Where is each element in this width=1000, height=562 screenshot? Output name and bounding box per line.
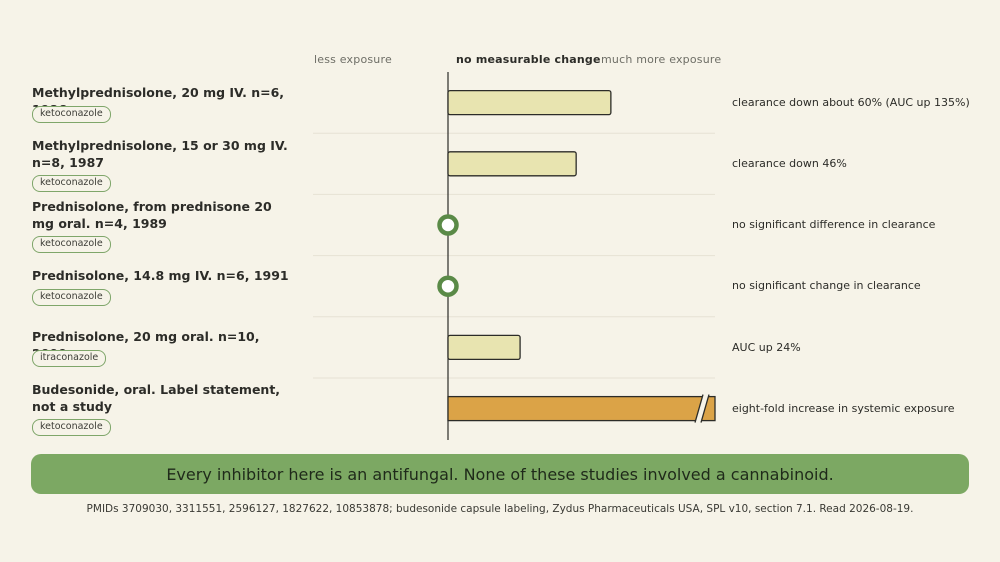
axis-break-gap [695, 394, 709, 423]
exposure-bar [447, 334, 521, 361]
row-annotation: clearance down 46% [732, 157, 847, 170]
sources-footer: PMIDs 3709030, 3311551, 2596127, 1827622… [86, 503, 914, 515]
row-annotation: eight-fold increase in systemic exposure [732, 402, 955, 415]
inhibitor-pill: ketoconazole [32, 175, 111, 192]
inhibitor-pill: ketoconazole [32, 106, 111, 123]
row-annotation: AUC up 24% [732, 341, 801, 354]
row-title: Prednisolone, from prednisone 20 mg oral… [32, 199, 272, 231]
inhibitor-pill: ketoconazole [32, 236, 111, 253]
row-annotation: no significant difference in clearance [732, 218, 936, 231]
no-change-marker [437, 275, 459, 297]
row-annotation: no significant change in clearance [732, 279, 921, 292]
row-annotation: clearance down about 60% (AUC up 135%) [732, 96, 970, 109]
exposure-bar [447, 395, 716, 422]
axis-label-center: no measurable change [456, 53, 601, 66]
no-change-marker [437, 214, 459, 236]
summary-banner: Every inhibitor here is an antifungal. N… [31, 454, 969, 494]
exposure-bar [447, 89, 612, 116]
row-title: Methylprednisolone, 15 or 30 mg IV. n=8,… [32, 138, 288, 170]
inhibitor-pill: ketoconazole [32, 289, 111, 306]
exposure-chart [313, 72, 716, 440]
row-title: Prednisolone, 14.8 mg IV. n=6, 1991 [32, 268, 289, 283]
exposure-bar [447, 151, 577, 177]
axis-label-more: much more exposure [601, 53, 722, 66]
axis-break-line [694, 394, 704, 423]
row-title: Budesonide, oral. Label statement, not a… [32, 382, 281, 414]
inhibitor-pill: itraconazole [32, 350, 107, 367]
axis-break-line [700, 394, 710, 423]
inhibitor-pill: ketoconazole [32, 419, 111, 436]
axis-label-less: less exposure [314, 53, 392, 66]
